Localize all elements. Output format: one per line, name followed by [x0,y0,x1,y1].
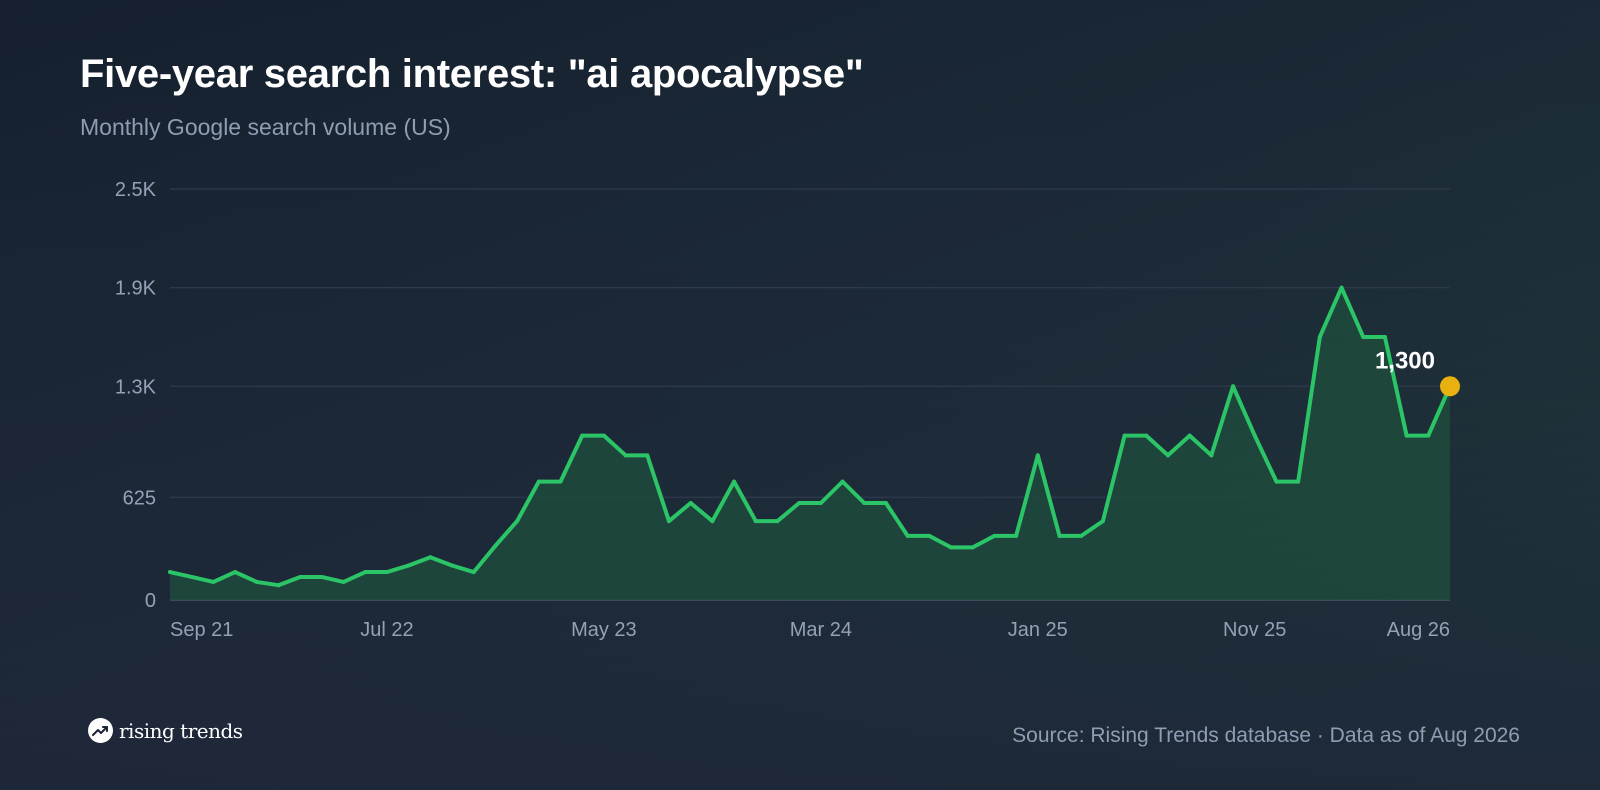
source-note: Source: Rising Trends database · Data as… [1012,724,1520,747]
data-points [168,285,1452,588]
data-point [732,479,737,484]
data-point [276,583,281,588]
data-point [1100,519,1105,524]
data-point [1231,384,1236,389]
data-point [1382,334,1387,339]
last-value-label: 1,300 [1375,347,1435,374]
x-tick-label: Jul 22 [360,619,413,641]
data-point [189,574,194,579]
data-point [428,555,433,560]
data-point [818,501,823,506]
brand-name: rising trends [119,718,243,743]
data-point [666,519,671,524]
data-point [753,519,758,524]
data-point [233,570,238,575]
trend-arrow-icon [88,718,113,743]
series-line [168,285,1452,588]
x-tick-label: May 23 [571,619,637,641]
data-point [580,433,585,438]
y-tick-label: 1.9K [115,278,157,300]
data-point [1187,433,1192,438]
x-tick-label: Mar 24 [790,619,852,641]
y-axis: 0 625 1.3K 1.9K 2.5K [115,179,157,612]
y-tick-label: 0 [145,590,156,612]
chart-subtitle: Monthly Google search volume (US) [80,114,451,140]
data-point [797,501,802,506]
data-point [298,574,303,579]
last-value-marker [1440,376,1460,397]
data-point [254,579,259,584]
data-point [710,519,715,524]
data-point [450,563,455,568]
x-tick-label: Jan 25 [1008,619,1068,641]
data-point [1426,433,1431,438]
data-point [406,563,411,568]
data-point [927,533,932,538]
x-tick-label: Aug 26 [1387,619,1450,641]
data-point [515,519,520,524]
data-point [1165,453,1170,458]
data-point [905,533,910,538]
data-point [688,501,693,506]
brand-logo: rising trends [88,718,243,743]
x-axis: Sep 21 Jul 22 May 23 Mar 24 Jan 25 Nov 25 Aug … [170,619,1450,641]
data-point [1361,334,1366,339]
data-point [862,501,867,506]
data-point [471,570,476,575]
x-tick-label: Nov 25 [1223,619,1286,641]
data-point [1057,533,1062,538]
data-point [341,579,346,584]
data-point [992,533,997,538]
data-point [363,570,368,575]
data-point [840,479,845,484]
y-tick-label: 1.3K [115,376,157,398]
data-point [493,543,498,548]
data-point [558,479,563,484]
data-point [319,574,324,579]
data-point [601,433,606,438]
data-point [645,453,650,458]
series-area [170,287,1450,600]
data-point [1209,453,1214,458]
data-point [1122,433,1127,438]
data-point [1296,479,1301,484]
data-point [1274,479,1279,484]
data-point [970,545,975,550]
data-point [883,501,888,506]
data-point [168,570,172,575]
x-tick-label: Sep 21 [170,619,233,641]
data-point [949,545,954,550]
data-point [1317,334,1322,339]
data-point [775,519,780,524]
data-point [1144,433,1149,438]
data-point [1014,533,1019,538]
data-point [1339,285,1344,290]
data-point [1079,533,1084,538]
y-tick-label: 2.5K [115,179,157,201]
data-point [623,453,628,458]
data-point [536,479,541,484]
data-point [1035,453,1040,458]
data-point [384,570,389,575]
data-point [1404,433,1409,438]
data-point [211,579,216,584]
y-tick-label: 625 [123,487,156,509]
data-point [1252,433,1257,438]
chart-title: Five-year search interest: "ai apocalyps… [80,52,864,96]
